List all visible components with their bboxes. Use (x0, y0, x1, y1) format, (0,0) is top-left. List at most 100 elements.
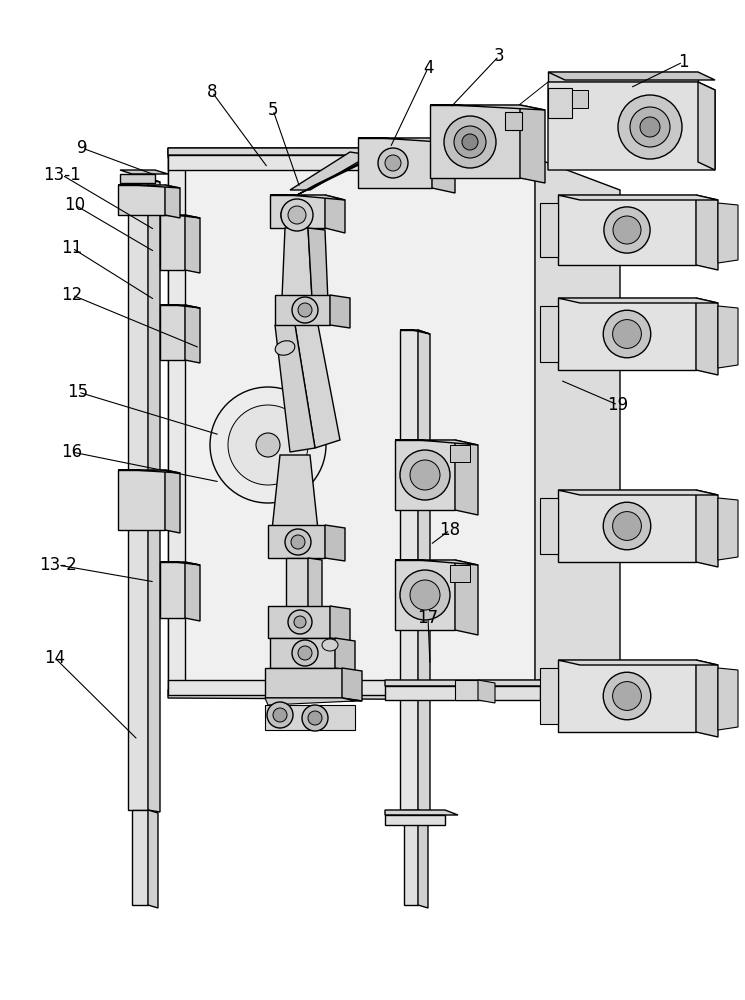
Polygon shape (358, 138, 432, 188)
Polygon shape (540, 498, 558, 554)
Text: 13-1: 13-1 (43, 166, 81, 184)
Polygon shape (160, 305, 185, 360)
Text: 10: 10 (64, 196, 86, 214)
Circle shape (267, 702, 293, 728)
Polygon shape (295, 325, 340, 448)
Polygon shape (160, 562, 185, 618)
Circle shape (603, 672, 651, 720)
Polygon shape (450, 565, 470, 582)
Circle shape (612, 512, 641, 540)
Polygon shape (548, 72, 698, 82)
Circle shape (228, 405, 308, 485)
Polygon shape (168, 155, 538, 170)
Text: 5: 5 (267, 101, 278, 119)
Text: 8: 8 (207, 83, 218, 101)
Polygon shape (265, 698, 362, 701)
Polygon shape (275, 295, 330, 325)
Polygon shape (696, 490, 718, 567)
Polygon shape (358, 138, 455, 143)
Polygon shape (168, 148, 535, 158)
Circle shape (603, 502, 651, 550)
Circle shape (410, 580, 440, 610)
Polygon shape (432, 130, 480, 148)
Polygon shape (168, 680, 538, 695)
Circle shape (281, 199, 313, 231)
Polygon shape (160, 215, 185, 270)
Polygon shape (385, 686, 540, 700)
Polygon shape (265, 705, 355, 730)
Circle shape (292, 640, 318, 666)
Polygon shape (395, 440, 478, 445)
Circle shape (298, 303, 312, 317)
Polygon shape (430, 105, 545, 110)
Ellipse shape (275, 341, 295, 355)
Polygon shape (118, 185, 165, 215)
Circle shape (378, 148, 408, 178)
Text: 11: 11 (61, 239, 83, 257)
Polygon shape (430, 105, 520, 178)
Polygon shape (168, 158, 535, 690)
Polygon shape (168, 690, 620, 700)
Polygon shape (505, 112, 522, 130)
Circle shape (613, 216, 641, 244)
Polygon shape (185, 215, 200, 273)
Circle shape (281, 201, 309, 229)
Polygon shape (385, 810, 458, 815)
Text: 15: 15 (68, 383, 89, 401)
Polygon shape (540, 306, 558, 362)
Polygon shape (308, 558, 322, 613)
Polygon shape (455, 440, 478, 515)
Polygon shape (330, 295, 350, 328)
Text: 16: 16 (61, 443, 83, 461)
Polygon shape (558, 195, 718, 200)
Polygon shape (168, 158, 185, 690)
Text: 19: 19 (607, 396, 629, 414)
Circle shape (210, 387, 326, 503)
Circle shape (273, 708, 287, 722)
Polygon shape (718, 306, 738, 368)
Text: 14: 14 (45, 649, 66, 667)
Polygon shape (558, 195, 696, 265)
Polygon shape (286, 558, 308, 610)
Polygon shape (118, 185, 180, 188)
Polygon shape (696, 298, 718, 375)
Text: 9: 9 (77, 139, 87, 157)
Polygon shape (558, 298, 696, 370)
Polygon shape (272, 455, 318, 530)
Text: 17: 17 (417, 609, 439, 627)
Polygon shape (558, 490, 696, 562)
Polygon shape (270, 638, 335, 668)
Circle shape (292, 297, 318, 323)
Circle shape (454, 126, 486, 158)
Polygon shape (168, 148, 538, 155)
Polygon shape (698, 82, 715, 170)
Polygon shape (548, 72, 715, 80)
Polygon shape (395, 440, 455, 510)
Circle shape (400, 450, 450, 500)
Polygon shape (400, 330, 418, 810)
Polygon shape (148, 178, 160, 812)
Circle shape (444, 116, 496, 168)
Circle shape (294, 616, 306, 628)
Circle shape (618, 95, 682, 159)
Polygon shape (325, 195, 345, 233)
Polygon shape (572, 90, 588, 108)
Polygon shape (718, 203, 738, 263)
Polygon shape (478, 680, 495, 703)
Polygon shape (465, 148, 538, 170)
Text: 12: 12 (61, 286, 83, 304)
Polygon shape (132, 810, 148, 905)
Polygon shape (558, 490, 718, 495)
Polygon shape (558, 298, 718, 303)
Circle shape (291, 535, 305, 549)
Text: 3: 3 (494, 47, 504, 65)
Circle shape (385, 155, 401, 171)
Text: 1: 1 (678, 53, 688, 71)
Circle shape (400, 570, 450, 620)
Circle shape (287, 207, 303, 223)
Polygon shape (385, 680, 558, 686)
Polygon shape (696, 660, 718, 737)
Polygon shape (160, 305, 200, 308)
Circle shape (462, 134, 478, 150)
Polygon shape (718, 498, 738, 560)
